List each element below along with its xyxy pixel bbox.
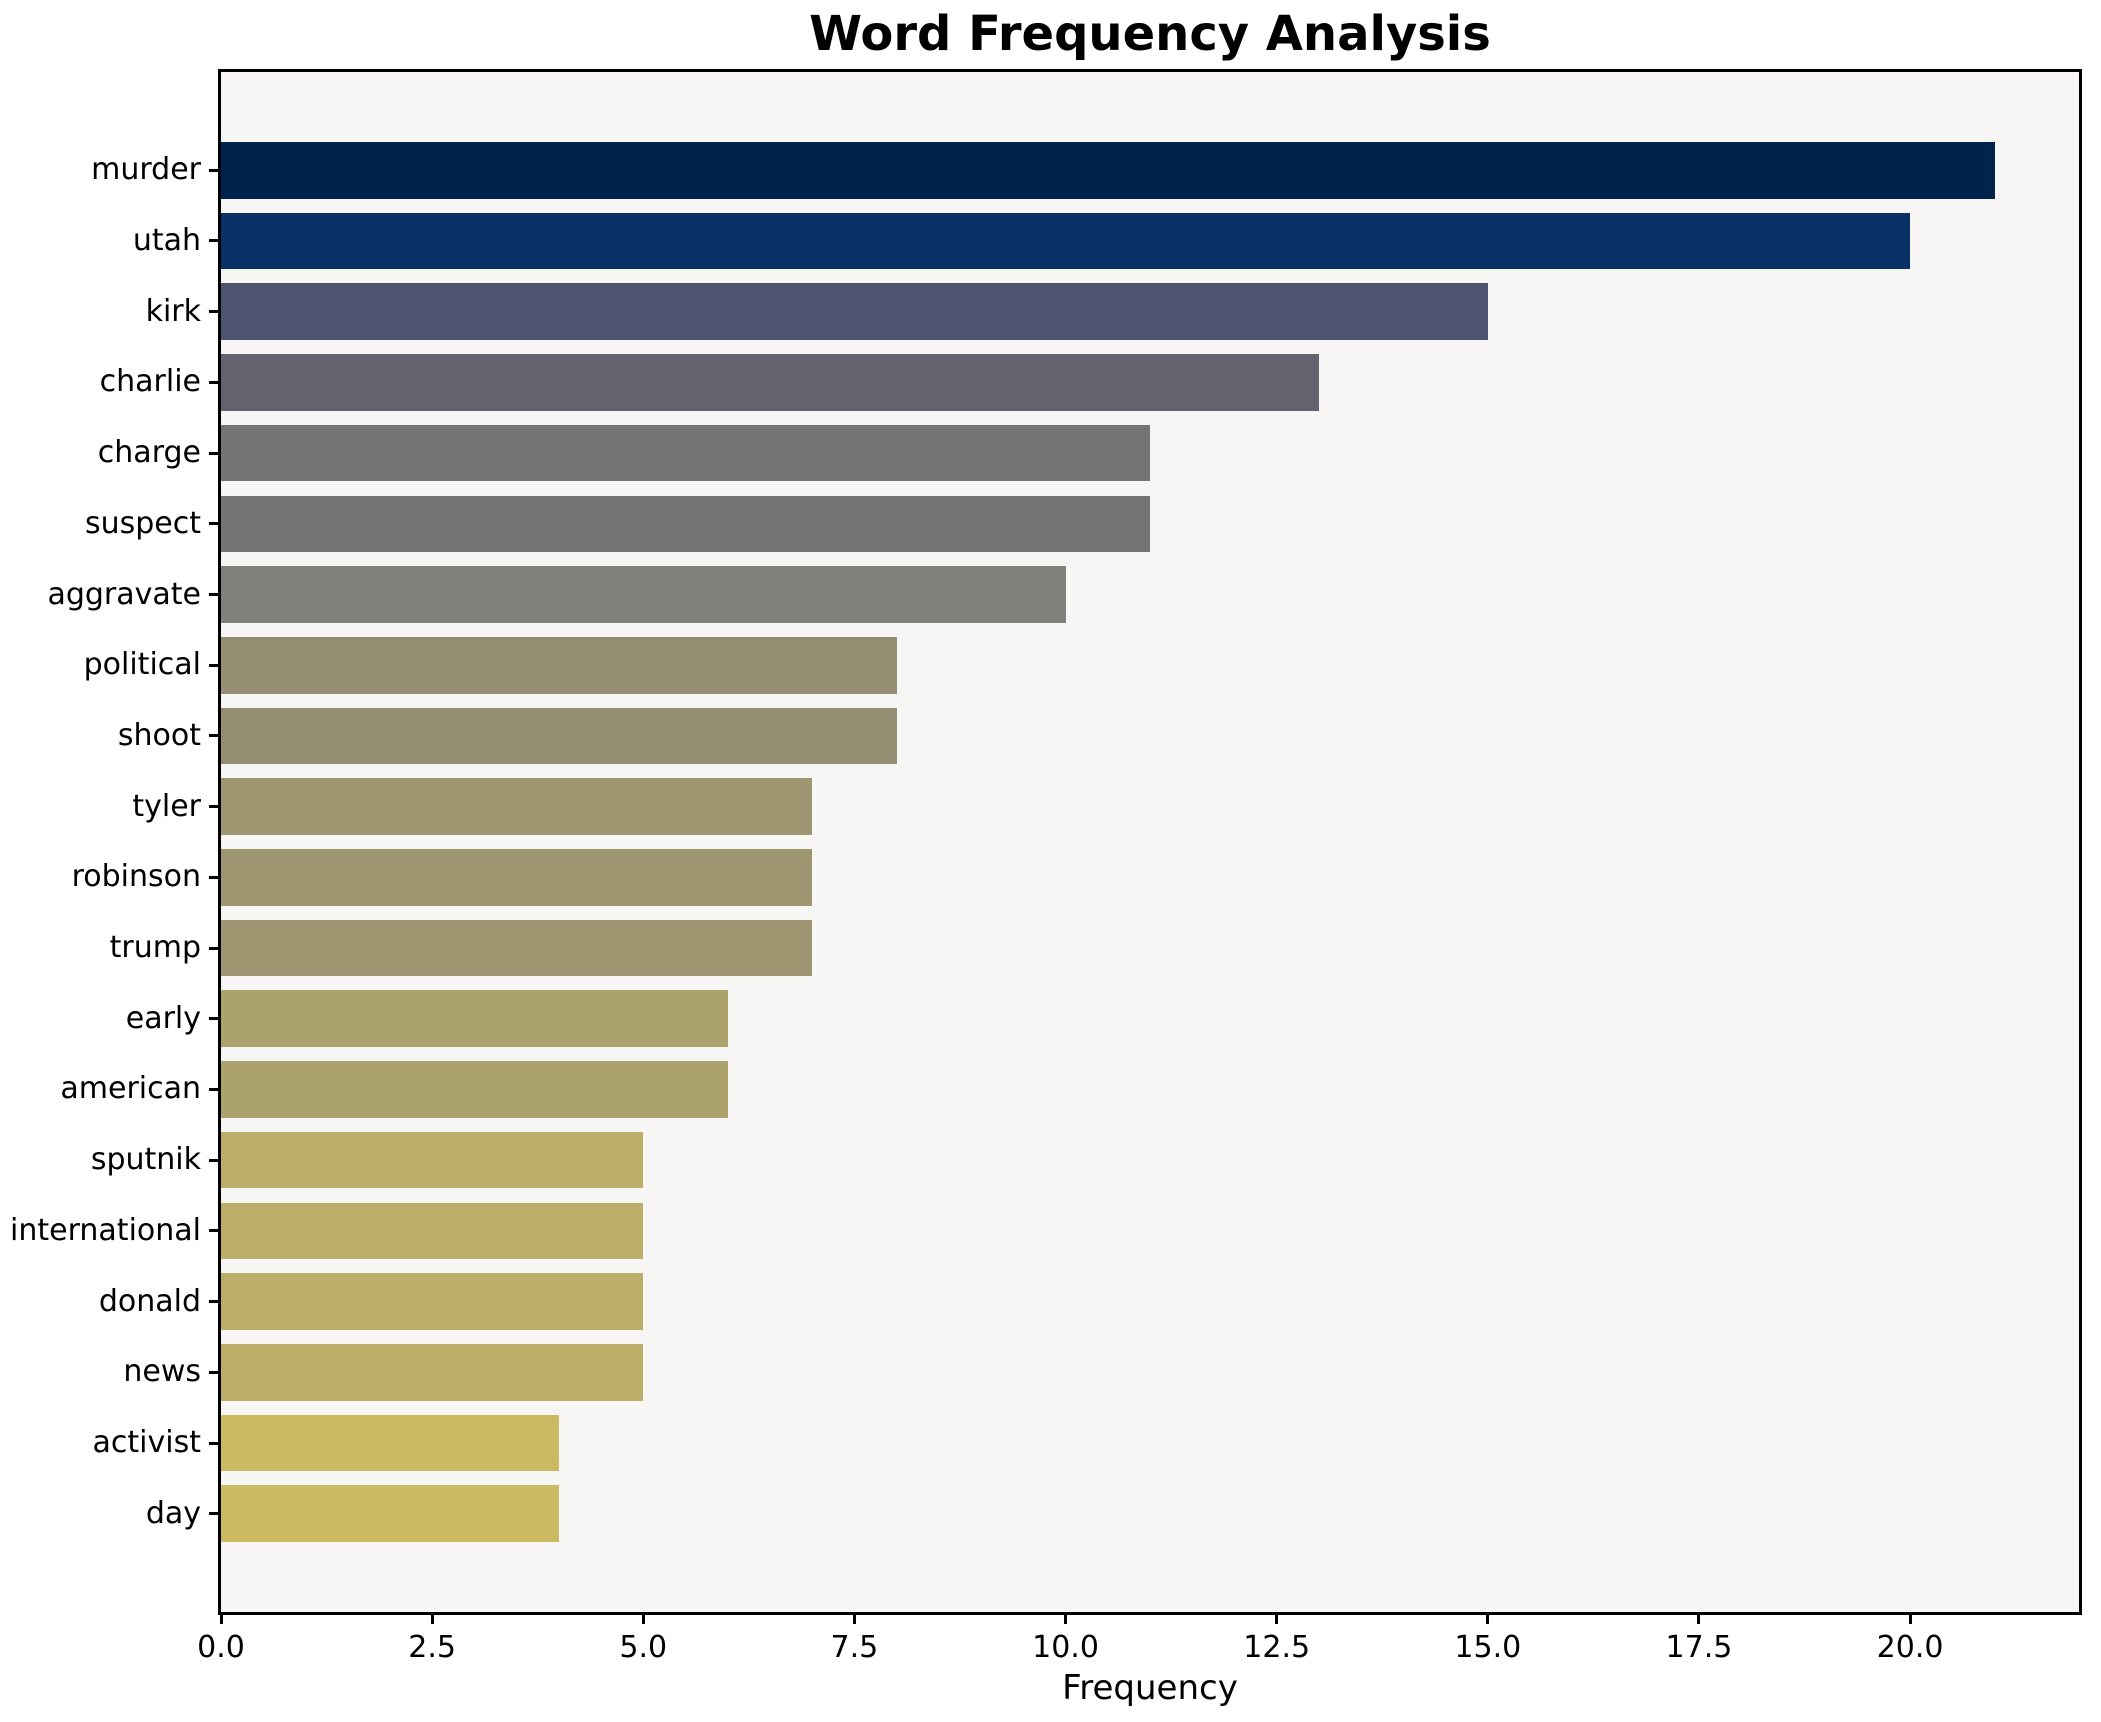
bar-tyler [221,778,813,835]
y-tick-label-charlie: charlie [99,364,201,400]
x-tick-label-10.0: 10.0 [1032,1630,1099,1665]
bar-charlie [221,354,1319,411]
x-tick-label-17.5: 17.5 [1665,1630,1733,1665]
y-tick-charge [209,451,221,455]
y-tick-activist [209,1441,221,1445]
y-tick-label-sputnik: sputnik [90,1142,201,1178]
y-tick-label-charge: charge [97,435,201,471]
y-tick-label-trump: trump [109,930,201,966]
x-tick-20.0 [1908,1612,1912,1624]
bar-kirk [221,283,1488,340]
bar-political [221,636,897,694]
y-tick-kirk [209,310,221,314]
bar-charge [221,424,1150,482]
x-tick-10.0 [1064,1612,1068,1624]
x-tick-15.0 [1486,1612,1490,1624]
x-tick-0.0 [219,1612,223,1624]
x-tick-label-20.0: 20.0 [1876,1630,1944,1665]
x-tick-label-7.5: 7.5 [830,1630,879,1665]
y-tick-label-aggravate: aggravate [47,576,201,612]
y-tick-tyler [209,805,221,809]
bar-sputnik [221,1131,644,1189]
bar-shoot [221,707,897,765]
y-tick-day [209,1512,221,1516]
x-tick-2.5 [430,1612,434,1624]
bar-trump [221,919,813,977]
y-tick-donald [209,1300,221,1304]
y-tick-suspect [209,522,221,526]
y-tick-label-kirk: kirk [145,293,201,329]
bar-aggravate [221,566,1066,623]
bar-early [221,990,728,1048]
y-tick-aggravate [209,593,221,597]
x-tick-label-15.0: 15.0 [1454,1630,1522,1665]
y-tick-label-american: american [60,1071,201,1107]
y-tick-robinson [209,875,221,879]
x-tick-17.5 [1697,1612,1701,1624]
plot-area [221,72,2079,1612]
y-tick-charlie [209,380,221,384]
bar-news [221,1344,644,1401]
x-tick-7.5 [852,1612,856,1624]
y-tick-shoot [209,734,221,738]
chart-title: Word Frequency Analysis [809,6,1491,62]
y-tick-utah [209,239,221,243]
bar-donald [221,1273,644,1330]
y-tick-label-news: news [123,1354,201,1390]
y-tick-political [209,663,221,667]
y-tick-label-early: early [125,1000,201,1036]
y-tick-label-suspect: suspect [84,505,201,541]
y-tick-label-donald: donald [98,1283,201,1319]
y-tick-label-utah: utah [132,222,201,258]
y-tick-label-political: political [83,647,201,683]
x-tick-label-2.5: 2.5 [408,1630,456,1665]
x-tick-5.0 [641,1612,645,1624]
y-tick-sputnik [209,1158,221,1162]
y-tick-murder [209,168,221,172]
y-tick-american [209,1087,221,1091]
bar-activist [221,1414,559,1472]
y-tick-label-tyler: tyler [132,788,201,824]
bar-american [221,1061,728,1118]
bar-suspect [221,495,1150,553]
bar-day [221,1485,559,1542]
y-tick-trump [209,946,221,950]
y-tick-label-murder: murder [91,152,201,188]
x-tick-label-12.5: 12.5 [1243,1630,1311,1665]
y-tick-label-international: international [10,1212,201,1248]
y-tick-news [209,1370,221,1374]
y-tick-label-robinson: robinson [71,859,201,895]
x-tick-label-0.0: 0.0 [197,1630,245,1665]
y-tick-international [209,1229,221,1233]
y-tick-label-day: day [145,1495,201,1531]
bar-international [221,1202,644,1260]
bar-murder [221,142,1995,199]
x-axis-label: Frequency [1062,1668,1238,1708]
y-tick-label-activist: activist [92,1425,201,1460]
bar-robinson [221,849,813,906]
y-tick-early [209,1017,221,1021]
x-tick-label-5.0: 5.0 [619,1630,668,1665]
y-tick-label-shoot: shoot [117,717,201,753]
bar-utah [221,212,1911,270]
x-tick-12.5 [1275,1612,1279,1624]
